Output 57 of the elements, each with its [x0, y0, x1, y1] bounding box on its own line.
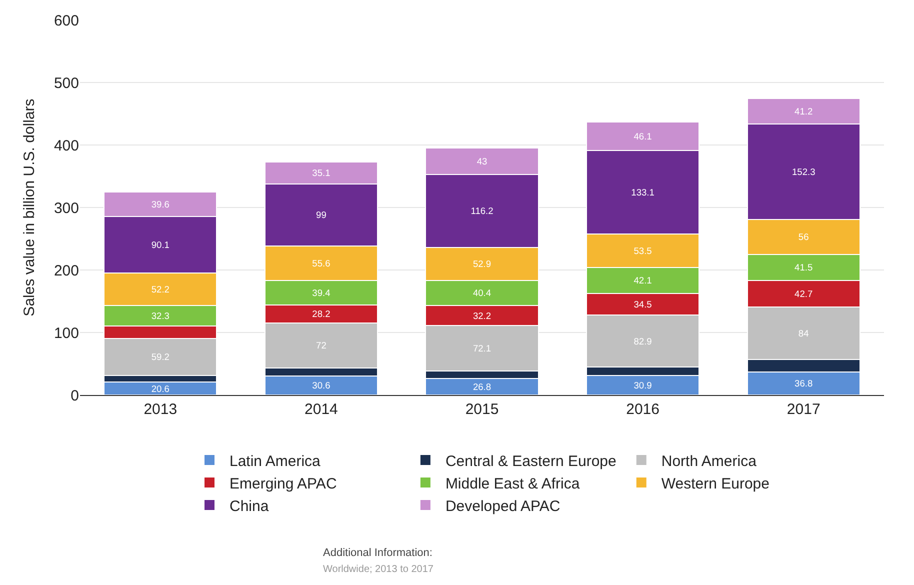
- data-label: 43: [476, 156, 488, 166]
- x-tick-label: 2014: [304, 401, 338, 418]
- data-label: 59.2: [151, 352, 170, 362]
- data-label: 39.4: [312, 288, 330, 298]
- data-label: 30.9: [634, 380, 652, 391]
- data-label: 82.9: [634, 336, 652, 346]
- legend-label: Emerging APAC: [230, 475, 337, 492]
- x-tick-label: 2016: [626, 401, 660, 418]
- text: Worldwide; 2013 to 2017: [323, 564, 434, 575]
- x-tick-label: 2017: [786, 401, 820, 418]
- legend-label: Middle East & Africa: [445, 475, 580, 492]
- data-label: 34.5: [634, 300, 652, 310]
- text: Additional Information:: [323, 547, 432, 559]
- data-label: 52.9: [472, 259, 492, 270]
- y-tick-label: 500: [54, 74, 79, 92]
- y-tick-label: 400: [54, 137, 79, 154]
- data-label: 36.8: [794, 378, 813, 389]
- data-label: 41.5: [794, 262, 813, 273]
- data-label: 28.2: [312, 309, 330, 320]
- data-label: 26.8: [472, 382, 492, 392]
- y-axis-title: Sales value in billion U.S. dollars: [21, 98, 38, 316]
- legend-label: Developed APAC: [445, 498, 560, 515]
- legend-label: Latin America: [230, 452, 322, 470]
- data-label: 20.6: [151, 384, 170, 394]
- data-label: 152.3: [792, 167, 816, 178]
- data-label: 133.1: [631, 187, 654, 198]
- data-label: 30.6: [312, 380, 330, 391]
- x-tick-label: 2013: [144, 401, 178, 418]
- data-label: 53.5: [634, 246, 652, 256]
- data-label: 72: [316, 340, 326, 350]
- data-label: 55.6: [312, 258, 330, 268]
- legend-label: Central & Eastern Europe: [445, 452, 616, 470]
- y-tick-label: 300: [54, 200, 79, 217]
- legend-label: Western Europe: [661, 475, 770, 492]
- data-label: 99: [316, 210, 326, 220]
- legend-label: North America: [661, 452, 758, 470]
- y-tick-label: 0: [70, 387, 79, 404]
- data-label: 84: [798, 328, 809, 338]
- data-label: 39.6: [151, 199, 170, 210]
- data-label: 40.4: [472, 288, 492, 298]
- data-label: 42.7: [794, 288, 813, 299]
- data-label: 46.1: [634, 131, 652, 142]
- data-label: 72.1: [472, 343, 492, 354]
- data-label: 42.1: [634, 276, 652, 286]
- data-label: 52.2: [151, 284, 170, 294]
- data-label: 32.3: [151, 310, 170, 321]
- y-tick-label: 200: [54, 262, 79, 280]
- data-label: 56: [798, 232, 809, 242]
- data-label: 32.2: [472, 310, 492, 321]
- y-tick-label: 600: [54, 12, 79, 30]
- data-label: 35.1: [312, 168, 330, 178]
- y-tick-label: 100: [54, 324, 79, 342]
- legend-label: China: [230, 498, 270, 515]
- data-label: 41.2: [794, 106, 813, 117]
- data-label: 116.2: [470, 206, 494, 216]
- x-tick-label: 2015: [465, 401, 499, 418]
- data-label: 90.1: [151, 240, 170, 250]
